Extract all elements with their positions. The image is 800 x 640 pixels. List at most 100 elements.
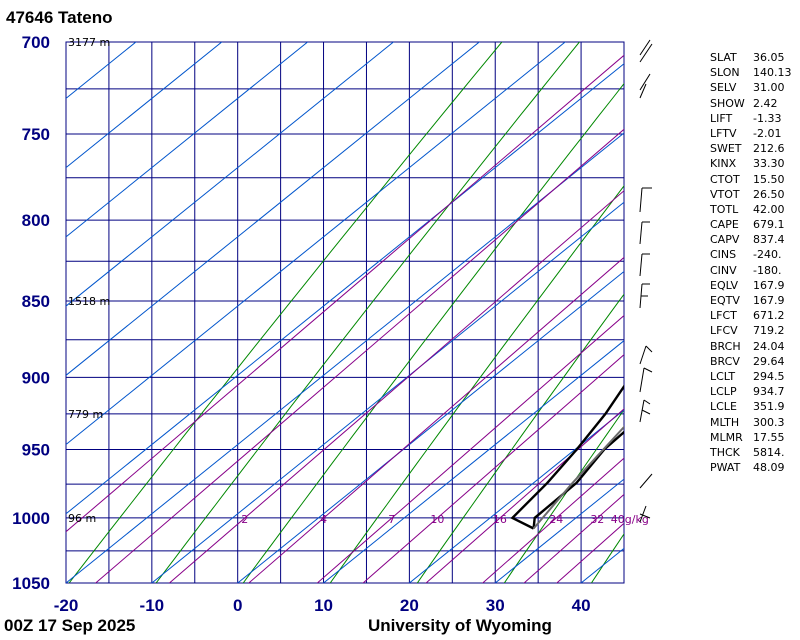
index-row: MLTH 300.3 <box>710 415 792 430</box>
mixing-ratio-line <box>523 493 624 583</box>
index-value: -1.33 <box>753 111 782 125</box>
index-value: 24.04 <box>753 339 785 353</box>
index-key: LFCV <box>710 324 738 338</box>
mixing-ratio-line <box>481 457 624 583</box>
y-tick-label: 1050 <box>12 574 50 593</box>
index-value: -240. <box>753 248 782 262</box>
isotherm <box>322 340 624 583</box>
mixing-ratio-line <box>94 128 624 583</box>
index-row: TOTL 42.00 <box>710 202 792 217</box>
mixing-ratio-line <box>362 354 624 583</box>
index-row: CINS -240. <box>710 247 792 262</box>
dry-adiabat <box>416 293 624 583</box>
mixing-ratio-label: 24 <box>549 513 563 526</box>
dry-adiabat <box>68 42 503 583</box>
index-value: 934.7 <box>753 385 785 399</box>
index-key: LFCT <box>710 309 737 323</box>
index-value: 300.3 <box>753 415 785 429</box>
index-row: KINX 33.30 <box>710 156 792 171</box>
wind-barb <box>639 187 643 213</box>
isotherm <box>66 42 566 446</box>
isotherm <box>151 201 624 583</box>
height-label: 1518 m <box>68 295 110 308</box>
wind-barb <box>639 73 651 91</box>
index-key: EQLV <box>710 278 739 292</box>
mixing-ratio-label: 10 <box>430 513 444 526</box>
index-row: VTOT 26.50 <box>710 187 792 202</box>
index-key: THCK <box>710 445 740 459</box>
index-row: CAPE 679.1 <box>710 217 792 232</box>
y-tick-label: 800 <box>22 211 50 230</box>
index-key: SHOW <box>710 96 745 110</box>
index-key: CINV <box>710 263 737 277</box>
x-tick-label: 10 <box>314 596 333 615</box>
isotherm <box>66 42 395 307</box>
index-row: LFCT 671.2 <box>710 308 792 323</box>
index-key: BRCV <box>710 354 740 368</box>
index-key: KINX <box>710 157 737 171</box>
isotherm <box>408 409 624 583</box>
index-row: SELV 31.00 <box>710 80 792 95</box>
mixing-ratio-label: 40g/kg <box>611 513 649 526</box>
wind-barb <box>639 39 651 56</box>
isotherm <box>66 42 223 169</box>
index-key: LCLP <box>710 385 737 399</box>
profile-line <box>532 425 624 530</box>
index-row: LCLT 294.5 <box>710 369 792 384</box>
wind-barb <box>639 473 653 489</box>
index-row: SHOW 2.42 <box>710 96 792 111</box>
index-value: 140.13 <box>753 66 792 80</box>
wind-barb <box>639 513 651 519</box>
index-key: CINS <box>710 248 737 262</box>
index-value: 31.00 <box>753 81 785 95</box>
index-row: SWET 212.6 <box>710 141 792 156</box>
index-value: 294.5 <box>753 369 785 383</box>
index-key: SLAT <box>710 51 737 64</box>
index-value: 15.50 <box>753 172 785 186</box>
index-key: PWAT <box>710 461 741 475</box>
index-key: LIFT <box>710 111 733 125</box>
mixing-ratio-line <box>66 54 624 533</box>
index-key: BRCH <box>710 339 741 353</box>
index-row: LCLP 934.7 <box>710 384 792 399</box>
x-tick-label: 20 <box>400 596 419 615</box>
mixing-ratio-label: 7 <box>388 513 395 526</box>
x-tick-label: 40 <box>572 596 591 615</box>
plot-frame <box>65 41 625 584</box>
index-value: 679.1 <box>753 218 785 232</box>
index-value: 837.4 <box>753 233 785 247</box>
index-value: 2.42 <box>753 96 778 110</box>
mixing-ratio-label: 4 <box>320 513 327 526</box>
dry-adiabat <box>155 42 581 583</box>
x-tick-label: 30 <box>486 596 505 615</box>
index-row: PWAT 48.09 <box>710 460 792 475</box>
index-value: -2.01 <box>753 126 782 140</box>
index-key: EQTV <box>710 294 740 307</box>
isotherm <box>494 478 624 583</box>
index-key: VTOT <box>710 187 740 201</box>
isotherm <box>66 42 309 238</box>
index-row: LFCV 719.2 <box>710 323 792 338</box>
index-key: CAPE <box>710 218 739 232</box>
index-key: TOTL <box>710 202 739 216</box>
index-value: 48.09 <box>753 461 785 475</box>
profile-line <box>532 430 624 529</box>
wind-barb <box>639 367 645 393</box>
index-row: BRCH 24.04 <box>710 339 792 354</box>
index-row: LFTV -2.01 <box>710 126 792 141</box>
isotherm <box>236 270 624 583</box>
y-tick-label: 900 <box>22 368 50 387</box>
index-value: 36.05 <box>753 51 785 64</box>
index-row: LCLE 351.9 <box>710 399 792 414</box>
index-row: MLMR 17.55 <box>710 430 792 445</box>
mixing-ratio-line <box>316 314 624 583</box>
mixing-ratio-label: 2 <box>241 513 248 526</box>
index-value: -180. <box>753 263 782 277</box>
isotherm <box>66 132 624 583</box>
index-key: LFTV <box>710 126 737 140</box>
index-value: 212.6 <box>753 142 785 156</box>
wind-barb <box>641 409 651 415</box>
x-tick-label: -20 <box>54 596 79 615</box>
mixing-ratio-line <box>425 408 624 583</box>
